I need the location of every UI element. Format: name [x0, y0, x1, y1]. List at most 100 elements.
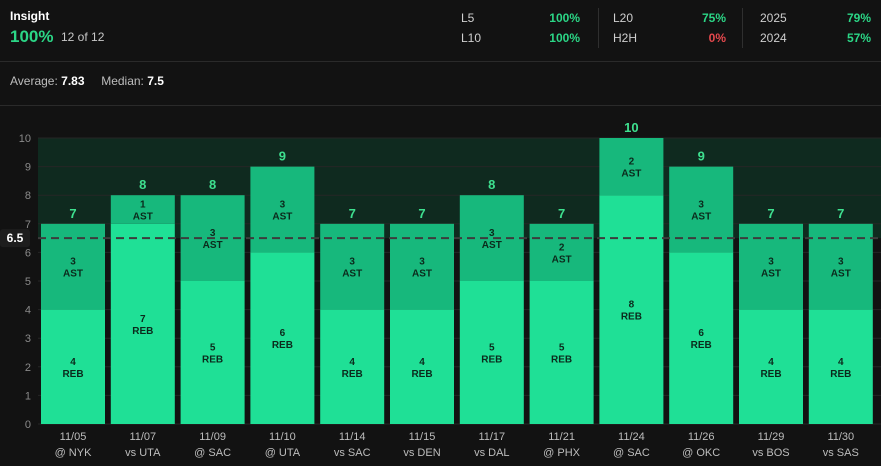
x-tick-date: 11/24: [618, 431, 645, 443]
bar-reb-segment: [110, 223, 175, 424]
reb-value-label: 8: [629, 300, 635, 311]
bar-total-label: 7: [349, 206, 356, 221]
y-tick-label: 1: [25, 390, 31, 402]
split-value-l5: 100%: [549, 11, 580, 25]
ast-value-label: 3: [489, 228, 495, 239]
reb-series-label: REB: [481, 355, 502, 366]
prop-line-badge: [0, 229, 30, 248]
split-value-l20: 75%: [701, 11, 726, 25]
x-tick-opponent: @ OKC: [682, 447, 720, 459]
bar-total-label: 8: [488, 177, 495, 192]
reb-value-label: 4: [838, 357, 844, 368]
reb-value-label: 7: [140, 314, 146, 325]
x-tick-date: 11/14: [339, 431, 366, 443]
ast-value-label: 3: [838, 257, 844, 268]
reb-value-label: 5: [559, 343, 565, 354]
bar-reb-segment: [180, 281, 245, 424]
x-tick-date: 11/07: [129, 431, 156, 443]
y-tick-label: 6: [25, 247, 31, 259]
bar-total-label: 9: [698, 149, 705, 164]
bar-total-label: 10: [624, 120, 638, 135]
reb-series-label: REB: [62, 369, 83, 380]
bar-reb-segment: [41, 309, 105, 424]
split-value-2024: 57%: [846, 31, 871, 45]
split-label-2024: 2024: [760, 31, 787, 45]
bar-ast-segment: [529, 223, 594, 281]
y-tick-label: 0: [25, 419, 31, 431]
bar-reb-segment: [808, 309, 873, 424]
ast-series-label: AST: [272, 212, 292, 223]
split-divider: [742, 8, 743, 48]
reb-series-label: REB: [621, 312, 642, 323]
ast-value-label: 3: [349, 257, 355, 268]
x-tick-date: 11/10: [269, 431, 296, 443]
ast-series-label: AST: [831, 269, 851, 280]
reb-value-label: 4: [768, 357, 774, 368]
x-tick-opponent: vs UTA: [125, 447, 161, 459]
bar-total-label: 9: [279, 149, 286, 164]
ast-value-label: 2: [559, 242, 565, 253]
x-tick-date: 11/05: [60, 431, 87, 443]
insight-header: Insight 100% 12 of 12 L5 100% L10 100% L…: [0, 0, 881, 62]
x-tick-opponent: @ SAC: [194, 447, 231, 459]
x-tick-date: 11/30: [827, 431, 854, 443]
bar-reb-segment: [459, 281, 524, 424]
split-value-h2h: 0%: [708, 31, 726, 45]
y-tick-label: 5: [25, 276, 31, 288]
x-tick-opponent: vs SAC: [334, 447, 371, 459]
split-label-l10: L10: [461, 31, 482, 45]
reb-series-label: REB: [760, 369, 781, 380]
ast-value-label: 3: [70, 257, 76, 268]
ast-value-label: 3: [419, 257, 425, 268]
ast-series-label: AST: [342, 269, 362, 280]
median-label: Median:: [101, 74, 144, 88]
average-value: 7.83: [61, 74, 85, 88]
over-line-band: [38, 138, 881, 239]
ast-series-label: AST: [482, 240, 502, 251]
reb-value-label: 4: [70, 357, 76, 368]
x-tick-date: 11/26: [688, 431, 715, 443]
reb-series-label: REB: [830, 369, 851, 380]
reb-series-label: REB: [551, 355, 572, 366]
ast-series-label: AST: [63, 269, 83, 280]
ast-series-label: AST: [691, 212, 711, 223]
reb-value-label: 4: [349, 357, 355, 368]
reb-value-label: 5: [210, 343, 216, 354]
reb-series-label: REB: [411, 369, 432, 380]
reb-series-label: REB: [342, 369, 363, 380]
bar-total-label: 8: [139, 177, 146, 192]
y-tick-label: 9: [25, 162, 31, 174]
bar-total-label: 7: [418, 206, 425, 221]
reb-series-label: REB: [202, 355, 223, 366]
ast-series-label: AST: [203, 240, 223, 251]
bar-total-label: 7: [558, 206, 565, 221]
reb-value-label: 5: [489, 343, 495, 354]
x-tick-date: 11/09: [199, 431, 226, 443]
summary-stats: Average: 7.83 Median: 7.5: [10, 74, 164, 88]
ast-series-label: AST: [412, 269, 432, 280]
bar-reb-segment: [390, 309, 454, 424]
reb-value-label: 4: [419, 357, 425, 368]
split-label-h2h: H2H: [613, 31, 638, 45]
x-tick-opponent: @ UTA: [265, 447, 301, 459]
bar-reb-segment: [739, 309, 803, 424]
reb-value-label: 6: [280, 328, 286, 339]
x-tick-opponent: vs BOS: [752, 447, 789, 459]
x-tick-opponent: vs DAL: [474, 447, 509, 459]
ast-value-label: 1: [140, 200, 146, 211]
ast-series-label: AST: [552, 254, 572, 265]
y-tick-label: 7: [25, 219, 31, 231]
bar-reb-segment: [529, 281, 594, 424]
x-tick-opponent: @ SAC: [613, 447, 650, 459]
bar-chart-area: [0, 105, 881, 466]
ast-value-label: 3: [210, 228, 216, 239]
bar-ast-segment: [599, 138, 664, 196]
ast-value-label: 2: [629, 157, 635, 168]
bar-ast-segment: [110, 195, 175, 224]
insight-hit-rate: 100%: [10, 27, 54, 46]
split-label-l5: L5: [461, 11, 475, 25]
y-tick-label: 8: [25, 190, 31, 202]
reb-value-label: 6: [698, 328, 704, 339]
x-tick-opponent: @ PHX: [543, 447, 581, 459]
